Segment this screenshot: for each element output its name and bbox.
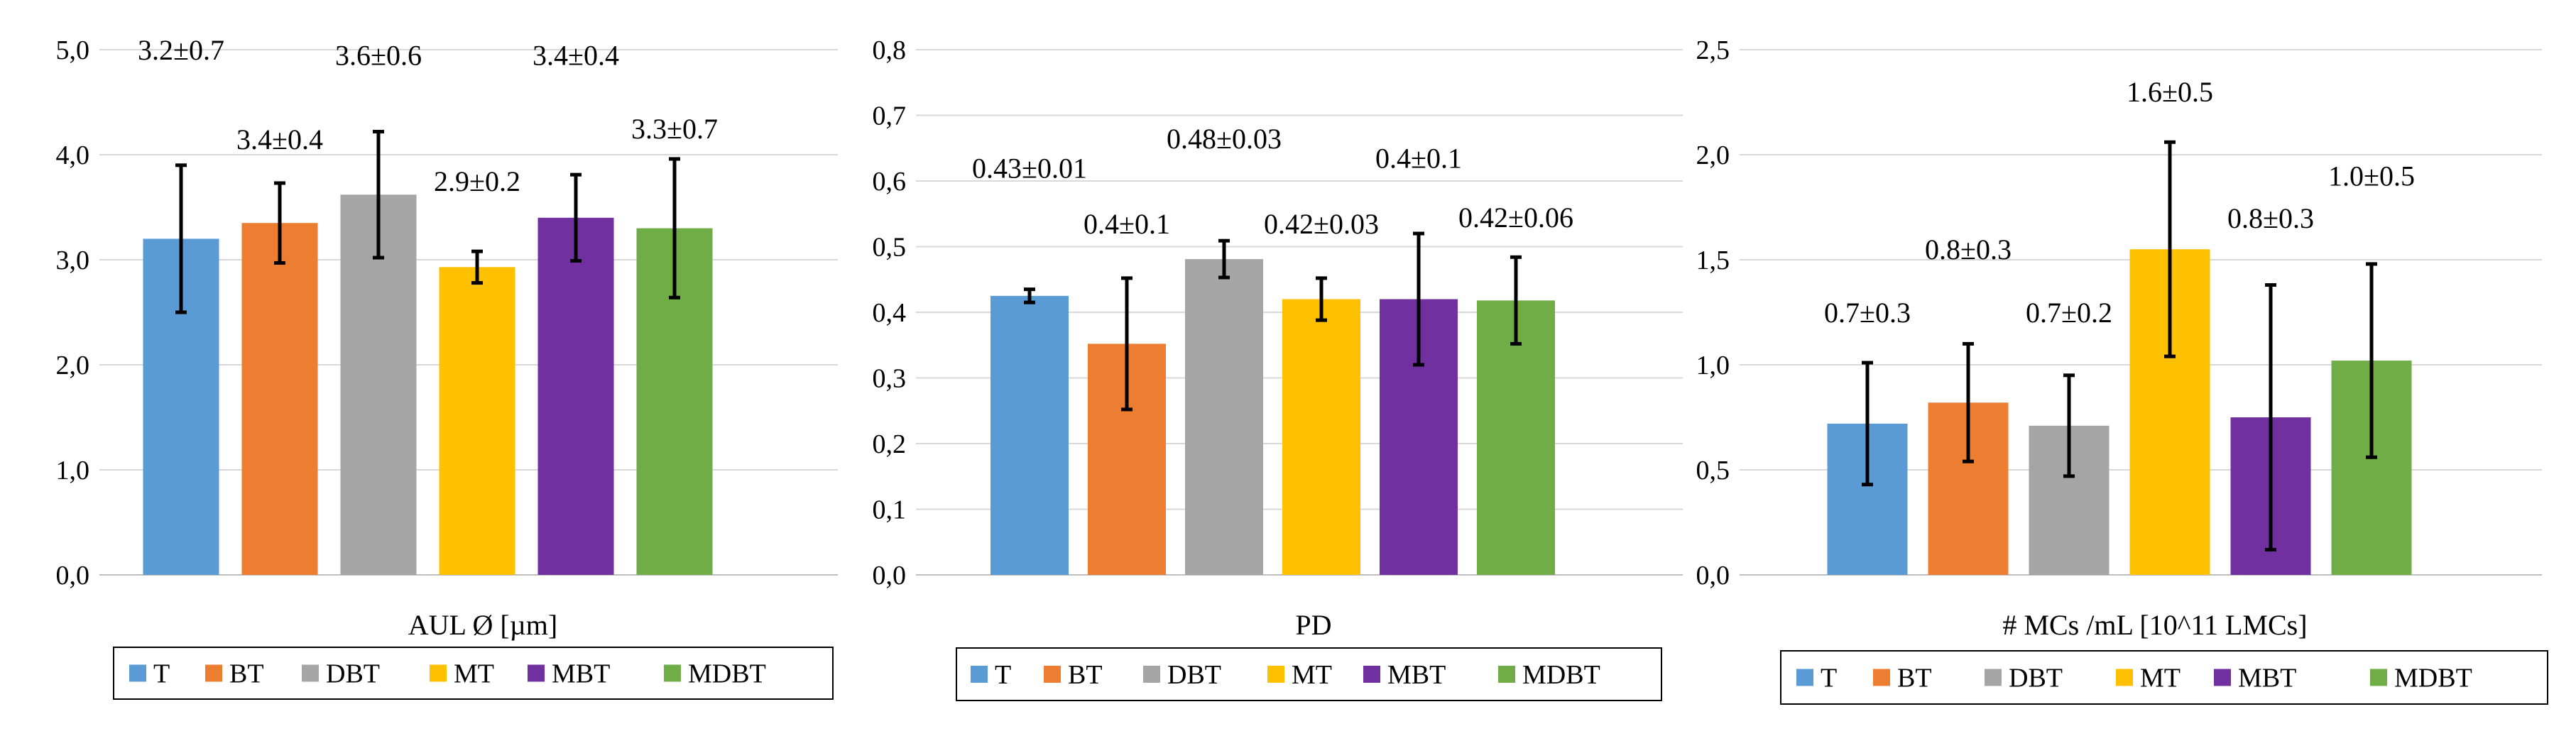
chart-panel-2: 0,0 0,1 0,2 0,3 0,4 0,5 0,6 0,7 0,8 0.43±0.01 0.4±…	[873, 35, 1683, 701]
x-axis-title: PD	[1295, 609, 1331, 641]
legend-swatch	[302, 664, 319, 682]
y-tick-label: 3,0	[56, 246, 90, 275]
data-label: 2.9±0.2	[434, 165, 520, 197]
data-label: 3.6±0.6	[335, 39, 422, 71]
y-tick-label: 2,0	[56, 351, 90, 380]
legend-label: BT	[229, 659, 264, 689]
data-label: 3.4±0.4	[533, 39, 619, 71]
legend-label: MT	[2140, 664, 2181, 693]
bar-mbt	[537, 217, 614, 575]
legend: T BT DBT MT MBT MDBT	[113, 647, 834, 700]
legend-label: MDBT	[688, 659, 766, 689]
y-tick-label: 2,5	[1696, 35, 1730, 65]
chart-panel-3: 0,0 0,5 1,0 1,5 2,0 2,5 0.7±0.3 0.8±0.3 0.7±0.2 1…	[1696, 35, 2548, 705]
data-label: 0.4±0.1	[1375, 143, 1462, 175]
y-tick-label: 2,0	[1696, 141, 1730, 170]
legend-label: MDBT	[2394, 664, 2472, 693]
y-tick-label: 0,0	[56, 561, 90, 591]
legend-swatch	[1796, 669, 1813, 686]
legend-label: MBT	[1387, 660, 1446, 690]
y-tick-label: 0,2	[873, 429, 907, 459]
legend-border	[113, 647, 834, 700]
legend-label: DBT	[2009, 664, 2063, 693]
data-label: 0.4±0.1	[1084, 208, 1170, 240]
y-tick-label: 5,0	[56, 35, 90, 65]
legend-label: MBT	[552, 659, 610, 689]
data-label: 0.7±0.2	[2026, 297, 2112, 329]
legend-label: MT	[1292, 660, 1332, 690]
legend-label: MT	[454, 659, 494, 689]
legend: T BT DBT MT MBT MDBT	[1780, 650, 2548, 705]
legend-border	[1780, 650, 2548, 705]
chart-panel-1: 0,0 1,0 2,0 3,0 4,0 5,0 3.2±0.7 3.4±0.4 3.6±0.6 2…	[56, 34, 838, 700]
legend-label: DBT	[1167, 660, 1221, 690]
y-tick-label: 0,6	[873, 167, 907, 197]
legend-swatch	[2116, 669, 2133, 686]
legend-swatch	[2214, 669, 2231, 686]
legend-label: BT	[1897, 664, 1932, 693]
y-tick-label: 4,0	[56, 141, 90, 170]
legend-swatch	[1267, 666, 1284, 683]
y-tick-label: 0,7	[873, 101, 907, 131]
data-label: 3.3±0.7	[631, 113, 718, 145]
y-tick-label: 0,5	[1696, 456, 1730, 485]
y-tick-label: 0,4	[873, 298, 907, 328]
bar-t	[990, 295, 1069, 575]
legend-swatch	[1498, 666, 1515, 683]
y-tick-label: 0,1	[873, 495, 907, 525]
legend-label: T	[995, 660, 1011, 690]
legend-swatch	[129, 664, 146, 682]
legend-swatch	[2370, 669, 2387, 686]
legend-swatch	[1873, 669, 1890, 686]
legend-swatch	[1044, 666, 1061, 683]
data-label: 3.2±0.7	[138, 34, 224, 66]
legend-swatch	[528, 664, 545, 682]
data-label: 0.8±0.3	[2227, 202, 2314, 234]
y-tick-label: 0,0	[873, 561, 907, 591]
bar-bt	[241, 223, 318, 575]
data-label: 0.7±0.3	[1824, 297, 1911, 329]
data-label: 0.43±0.01	[972, 153, 1087, 185]
legend-label: BT	[1068, 660, 1103, 690]
legend-swatch	[205, 664, 222, 682]
legend-border	[956, 647, 1662, 701]
legend: T BT DBT MT MBT MDBT	[956, 647, 1662, 701]
legend-label: DBT	[326, 659, 380, 689]
legend-swatch	[971, 666, 988, 683]
y-tick-label: 0,0	[1696, 561, 1730, 591]
legend-swatch	[430, 664, 447, 682]
x-axis-title: # MCs /mL [10^11 LMCs]	[2002, 609, 2307, 641]
y-tick-label: 1,0	[1696, 351, 1730, 380]
x-axis-title: AUL Ø [µm]	[408, 609, 557, 641]
legend-label: MDBT	[1522, 660, 1600, 690]
y-tick-label: 0,8	[873, 35, 907, 65]
y-tick-label: 1,0	[56, 456, 90, 485]
y-tick-label: 0,5	[873, 233, 907, 263]
legend-label: MBT	[2238, 664, 2296, 693]
y-tick-label: 1,5	[1696, 246, 1730, 275]
y-tick-label: 0,3	[873, 364, 907, 394]
legend-swatch	[1363, 666, 1380, 683]
data-label: 1.0±0.5	[2328, 160, 2415, 192]
bar-mt	[1282, 299, 1360, 575]
data-label: 1.6±0.5	[2127, 76, 2213, 108]
legend-label: T	[153, 659, 170, 689]
legend-swatch	[664, 664, 681, 682]
data-label: 0.42±0.03	[1264, 208, 1379, 240]
data-label: 3.4±0.4	[236, 123, 323, 155]
data-label: 0.42±0.06	[1458, 202, 1573, 234]
legend-swatch	[1143, 666, 1160, 683]
legend-label: T	[1821, 664, 1837, 693]
bar-mt	[439, 267, 515, 575]
data-label: 0.48±0.03	[1167, 123, 1282, 155]
bar-mdbt	[1477, 300, 1555, 575]
legend-swatch	[1985, 669, 2002, 686]
bar-dbt	[1185, 259, 1263, 575]
data-label: 0.8±0.3	[1925, 234, 2012, 265]
